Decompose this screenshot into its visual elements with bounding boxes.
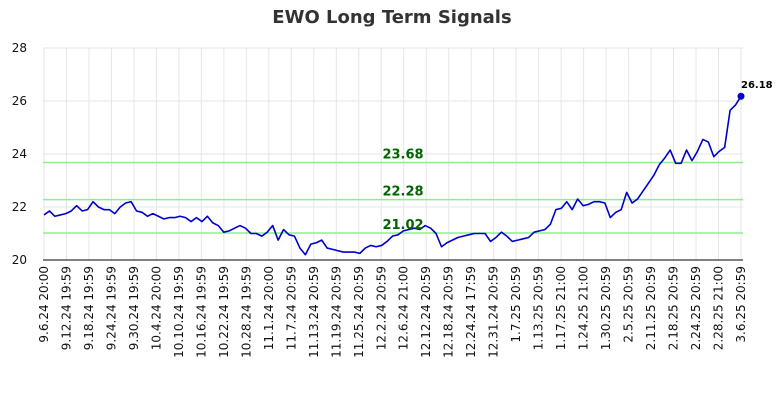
y-tick-label: 22 bbox=[12, 200, 27, 214]
x-tick-label: 12.31.24 20:59 bbox=[487, 266, 501, 358]
signal-label: 22.28 bbox=[382, 185, 423, 200]
last-point-label: 26.18 bbox=[741, 80, 773, 91]
grid bbox=[43, 47, 743, 261]
x-tick-label: 2.24.25 20:59 bbox=[689, 266, 703, 350]
x-tick-label: 12.12.24 20:59 bbox=[419, 266, 433, 358]
x-tick-label: 10.16.24 19:59 bbox=[194, 266, 208, 358]
y-tick-label: 24 bbox=[12, 147, 27, 161]
x-tick-label: 11.19.24 20:59 bbox=[329, 266, 343, 358]
x-tick-label: 1.24.25 21:00 bbox=[577, 266, 591, 350]
x-tick-label: 12.2.24 20:59 bbox=[374, 266, 388, 350]
x-tick-label: 2.5.25 20:59 bbox=[622, 266, 636, 343]
signal-label: 21.02 bbox=[382, 218, 423, 233]
x-tick-label: 1.13.25 20:59 bbox=[532, 266, 546, 350]
last-point-marker bbox=[737, 92, 745, 100]
x-tick-label: 10.4.24 20:00 bbox=[149, 266, 163, 350]
signal-lines bbox=[43, 161, 743, 234]
x-tick-label: 12.24.24 17:59 bbox=[464, 266, 478, 358]
x-tick-label: 2.11.25 20:59 bbox=[644, 266, 658, 350]
x-tick-label: 10.22.24 19:59 bbox=[217, 266, 231, 358]
x-tick-label: 11.7.24 20:59 bbox=[284, 266, 298, 350]
x-tick-label: 11.25.24 20:59 bbox=[352, 266, 366, 358]
x-tick-label: 12.6.24 21:00 bbox=[397, 266, 411, 350]
x-tick-label: 11.13.24 20:59 bbox=[307, 266, 321, 358]
x-tick-label: 2.18.25 20:59 bbox=[667, 266, 681, 350]
x-tick-label: 1.7.25 20:59 bbox=[509, 266, 523, 343]
x-tick-label: 1.17.25 21:00 bbox=[554, 266, 568, 350]
x-tick-label: 9.30.24 19:59 bbox=[127, 266, 141, 350]
y-tick-label: 20 bbox=[12, 253, 27, 267]
x-tick-label: 1.30.25 20:59 bbox=[599, 266, 613, 350]
x-tick-label: 12.18.24 20:59 bbox=[442, 266, 456, 358]
x-tick-label: 9.18.24 19:59 bbox=[82, 266, 96, 350]
series-line bbox=[43, 95, 742, 256]
x-tick-label: 9.24.24 19:59 bbox=[104, 266, 118, 350]
x-tick-label: 10.28.24 19:59 bbox=[239, 266, 253, 358]
axes: 20 22 24 26 28 9.6.24 20:00 9.12.24 19:59 9.18.… bbox=[12, 41, 748, 358]
y-tick-label: 26 bbox=[12, 94, 27, 108]
x-tick-label: 9.12.24 19:59 bbox=[59, 266, 73, 350]
x-tick-label: 10.10.24 19:59 bbox=[172, 266, 186, 358]
x-tick-label: 2.28.25 21:00 bbox=[712, 266, 726, 350]
series bbox=[43, 92, 745, 256]
x-tick-label: 11.1.24 20:00 bbox=[262, 266, 276, 350]
signal-label: 23.68 bbox=[382, 147, 423, 162]
labels: 23.68 22.28 21.02 26.18 bbox=[382, 80, 772, 233]
y-tick-label: 28 bbox=[12, 41, 27, 55]
x-tick-label: 3.6.25 20:59 bbox=[734, 266, 748, 343]
chart-title: EWO Long Term Signals bbox=[272, 7, 512, 28]
x-tick-label: 9.6.24 20:00 bbox=[37, 266, 51, 343]
